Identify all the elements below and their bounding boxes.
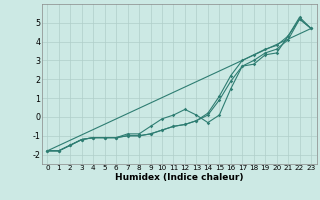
X-axis label: Humidex (Indice chaleur): Humidex (Indice chaleur) — [115, 173, 244, 182]
